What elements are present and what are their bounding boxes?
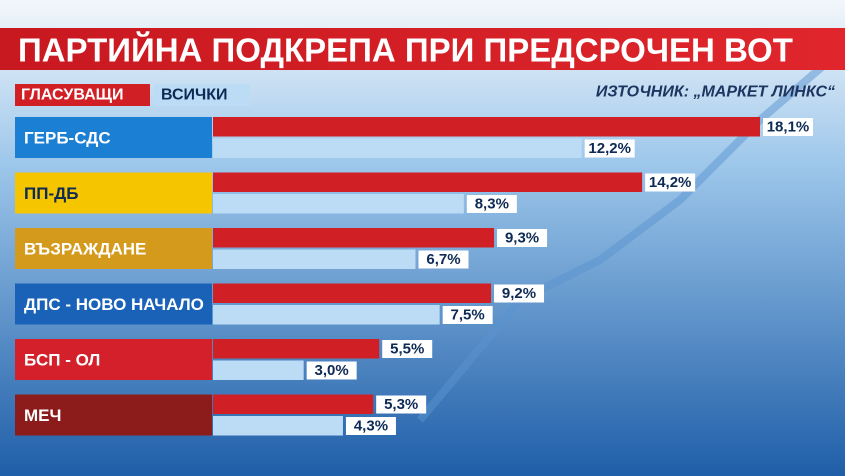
category-label: ДПС - НОВО НАЧАЛО	[24, 295, 204, 314]
value-label: 9,2%	[502, 285, 536, 302]
value-label-box	[306, 361, 357, 380]
bar	[213, 117, 760, 137]
value-label: 12,2%	[588, 140, 631, 157]
value-label-box	[466, 195, 517, 213]
bar	[213, 394, 374, 414]
value-label: 5,5%	[390, 341, 424, 358]
bar	[213, 416, 343, 436]
category-label: ПП-ДБ	[24, 184, 78, 203]
decor-arrow	[416, 56, 833, 423]
category-box	[15, 339, 212, 380]
category-box	[15, 172, 212, 214]
value-label: 6,7%	[426, 251, 460, 268]
value-label-box	[442, 306, 493, 324]
category-label: ГЕРБ-СДС	[24, 129, 111, 148]
value-label-box	[376, 395, 427, 414]
value-label: 5,3%	[384, 396, 418, 413]
legend-swatch	[15, 84, 150, 106]
category-label: БСП - ОЛ	[24, 351, 100, 370]
bar	[213, 138, 582, 158]
category-box	[15, 117, 212, 158]
value-label: 3,0%	[315, 362, 349, 379]
value-label-box	[763, 118, 813, 136]
bar	[213, 228, 495, 248]
value-label: 14,2%	[649, 174, 692, 191]
legend-label: ГЛАСУВАЩИ	[21, 87, 123, 104]
bar	[213, 194, 464, 214]
value-label: 8,3%	[475, 196, 509, 213]
value-label-box	[382, 340, 433, 358]
legend-label: ВСИЧКИ	[161, 87, 228, 104]
category-box	[15, 283, 212, 325]
bar	[213, 339, 380, 359]
category-box	[15, 228, 212, 269]
value-label: 18,1%	[767, 119, 810, 136]
value-label-box	[645, 173, 696, 192]
category-label: ВЪЗРАЖДАНЕ	[24, 240, 146, 259]
legend-swatch	[154, 84, 250, 106]
value-label-box	[497, 229, 548, 247]
source: ИЗТОЧНИК: „МАРКЕТ ЛИНКС“	[596, 84, 835, 101]
bar	[213, 360, 304, 380]
category-label: МЕЧ	[24, 406, 61, 425]
value-label-box	[494, 284, 545, 303]
category-box	[15, 394, 212, 436]
value-label-box	[345, 417, 396, 435]
value-label-box	[418, 250, 469, 269]
value-label: 9,3%	[505, 230, 539, 247]
bar	[213, 305, 440, 325]
title-bar	[0, 28, 845, 70]
chart-title: ПАРТИЙНА ПОДКРЕПА ПРИ ПРЕДСРОЧЕН ВОТ	[18, 31, 793, 69]
bar	[213, 283, 492, 303]
value-label: 4,3%	[354, 418, 388, 435]
bar	[213, 249, 416, 269]
value-label-box	[584, 139, 635, 158]
value-label: 7,5%	[451, 307, 485, 324]
bar	[213, 172, 643, 192]
